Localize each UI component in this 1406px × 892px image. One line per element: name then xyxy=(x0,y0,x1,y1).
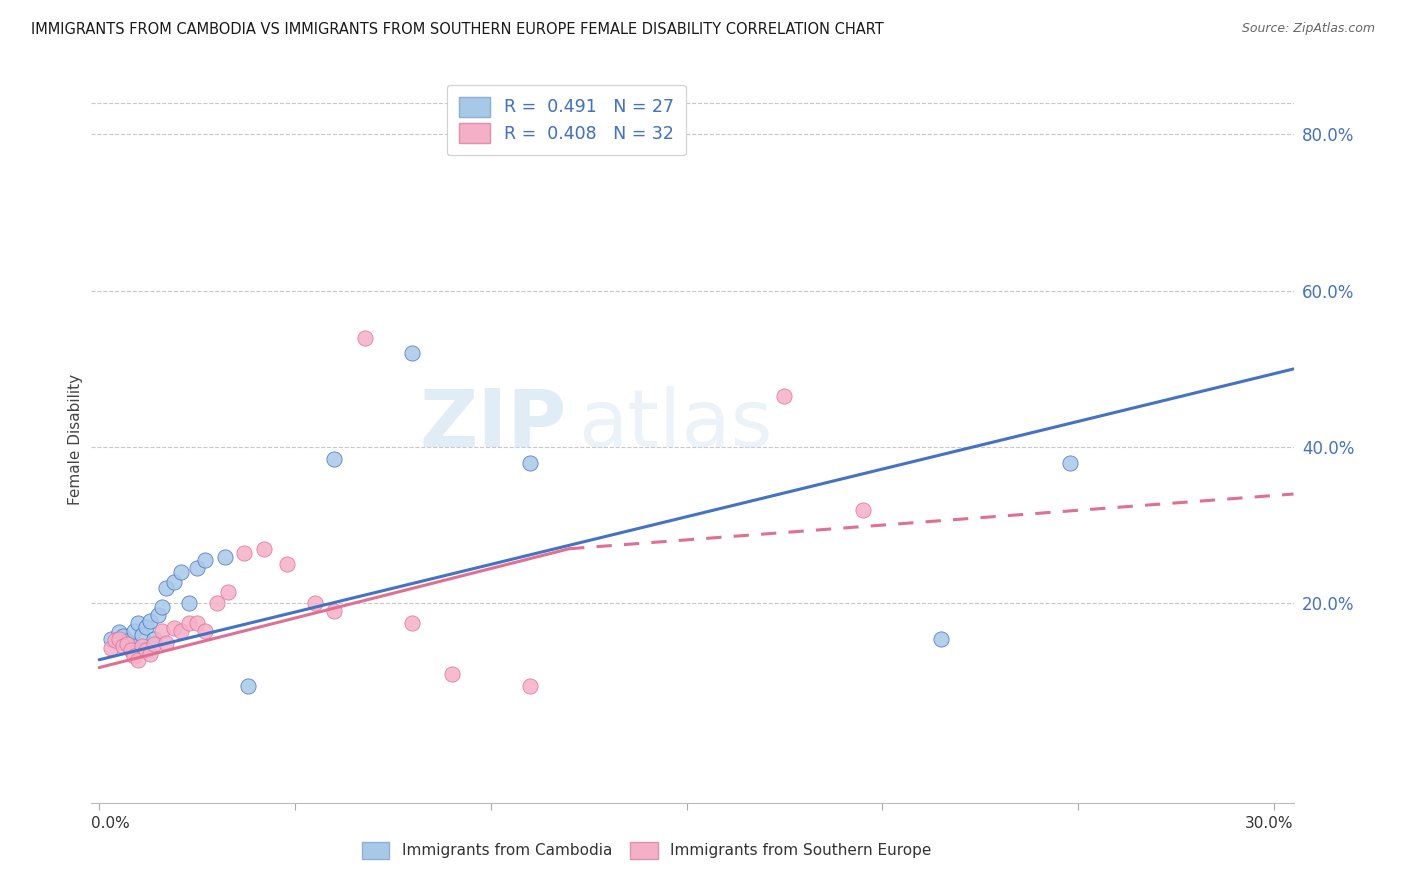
Point xyxy=(354,331,377,345)
Legend: Immigrants from Cambodia, Immigrants from Southern Europe: Immigrants from Cambodia, Immigrants fro… xyxy=(356,836,938,864)
Point xyxy=(124,648,146,663)
Point xyxy=(115,634,138,648)
Point xyxy=(233,546,256,560)
Point xyxy=(100,632,122,646)
Point xyxy=(179,597,201,611)
Point xyxy=(236,679,259,693)
Point xyxy=(179,615,201,630)
Point xyxy=(104,633,127,648)
Point xyxy=(852,502,875,516)
Point xyxy=(124,624,146,638)
Point xyxy=(150,600,173,615)
Point xyxy=(323,604,346,618)
Point xyxy=(143,637,166,651)
Point xyxy=(323,451,346,466)
Point xyxy=(194,553,217,567)
Point xyxy=(170,565,193,579)
Point xyxy=(194,624,217,638)
Point xyxy=(155,581,177,595)
Y-axis label: Female Disability: Female Disability xyxy=(67,374,83,505)
Text: Source: ZipAtlas.com: Source: ZipAtlas.com xyxy=(1241,22,1375,36)
Text: 30.0%: 30.0% xyxy=(1246,816,1294,830)
Point xyxy=(276,558,298,572)
Point xyxy=(139,614,162,628)
Point xyxy=(162,622,184,636)
Point xyxy=(135,643,157,657)
Point xyxy=(186,561,208,575)
Point xyxy=(304,597,326,611)
Point xyxy=(107,625,129,640)
Point xyxy=(186,615,208,630)
Point xyxy=(253,541,276,556)
Text: ZIP: ZIP xyxy=(419,385,567,464)
Point xyxy=(143,632,166,646)
Point xyxy=(162,574,184,589)
Point xyxy=(155,635,177,649)
Point xyxy=(773,389,796,403)
Point xyxy=(519,456,541,470)
Point xyxy=(205,597,228,611)
Point xyxy=(401,615,423,630)
Point xyxy=(519,679,541,693)
Point xyxy=(146,608,169,623)
Point xyxy=(107,632,129,646)
Text: atlas: atlas xyxy=(578,385,773,464)
Point xyxy=(401,346,423,360)
Point xyxy=(929,632,952,646)
Point xyxy=(139,647,162,661)
Point xyxy=(440,666,463,681)
Text: 0.0%: 0.0% xyxy=(91,816,131,830)
Point xyxy=(150,624,173,638)
Point xyxy=(120,637,142,651)
Point xyxy=(111,640,134,654)
Point xyxy=(111,629,134,643)
Point xyxy=(127,653,149,667)
Point xyxy=(135,620,157,634)
Point xyxy=(120,643,142,657)
Text: IMMIGRANTS FROM CAMBODIA VS IMMIGRANTS FROM SOUTHERN EUROPE FEMALE DISABILITY CO: IMMIGRANTS FROM CAMBODIA VS IMMIGRANTS F… xyxy=(31,22,884,37)
Point xyxy=(127,643,149,657)
Point xyxy=(170,624,193,638)
Legend: R =  0.491   N = 27, R =  0.408   N = 32: R = 0.491 N = 27, R = 0.408 N = 32 xyxy=(447,85,686,155)
Point xyxy=(131,628,153,642)
Point xyxy=(1059,456,1081,470)
Point xyxy=(214,549,236,564)
Point xyxy=(115,637,138,651)
Point xyxy=(100,640,122,655)
Point xyxy=(127,615,149,630)
Point xyxy=(217,584,239,599)
Point xyxy=(131,640,153,654)
